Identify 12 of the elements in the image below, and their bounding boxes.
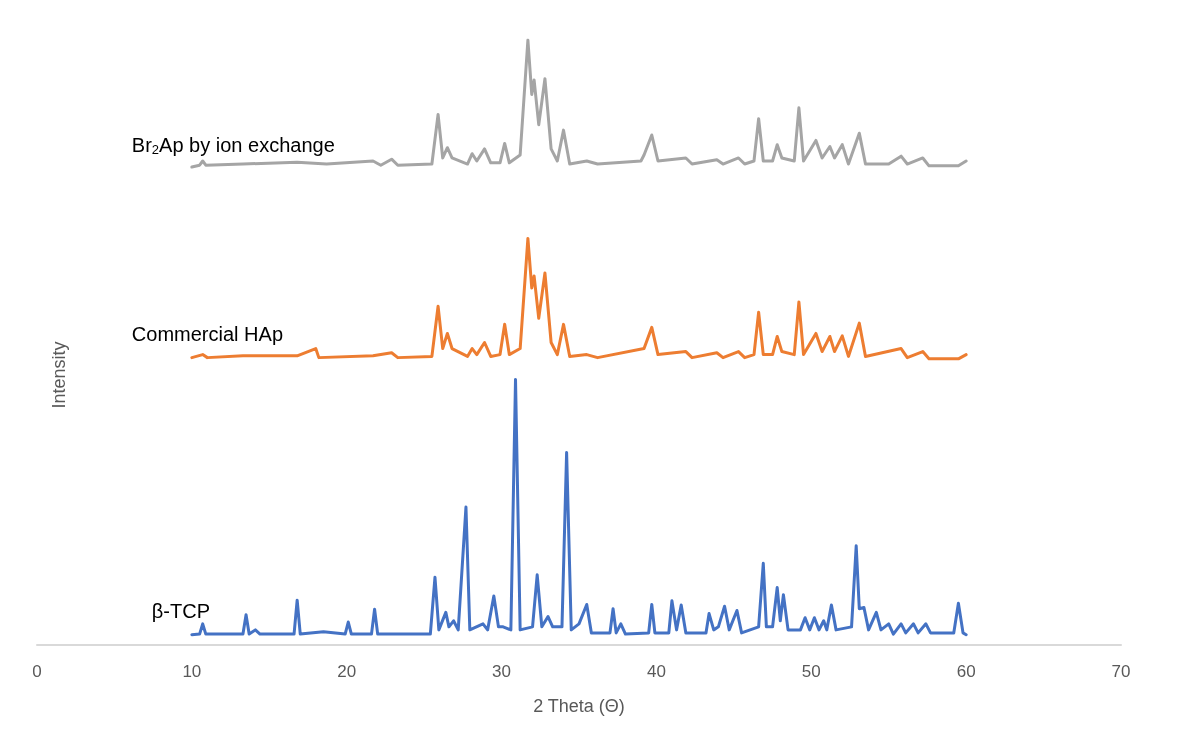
y-axis-title: Intensity [49,341,69,409]
x-tick-label: 40 [646,662,666,681]
x-tick-label: 70 [1111,662,1131,681]
series-label: Commercial HAp [131,322,284,345]
x-tick-label: 50 [801,662,821,681]
x-axis-title: 2 Theta (Θ) [533,696,625,716]
x-tick-label: 60 [956,662,976,681]
series-label: β-TCP [151,599,211,622]
x-tick-label: 30 [492,662,512,681]
x-tick-label: 10 [182,662,202,681]
x-tick-label: 20 [337,662,357,681]
x-tick-label: 0 [32,662,42,681]
